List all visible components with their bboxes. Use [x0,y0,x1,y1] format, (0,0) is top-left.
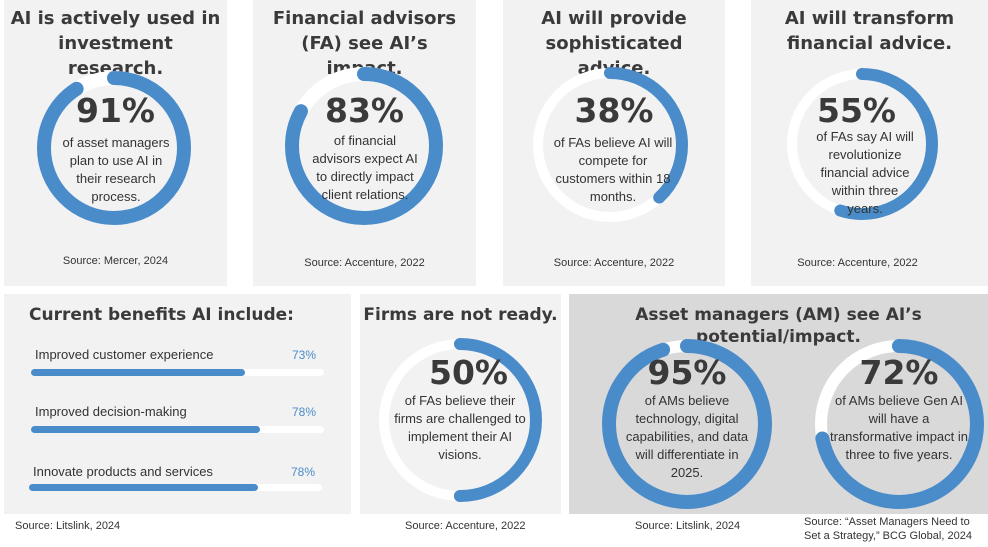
bar-track [31,426,324,433]
bar-fill [31,369,245,376]
donut-ring [786,68,938,220]
donut-value-arc [814,339,984,509]
donut-ring [532,67,688,223]
donut-value-label: 72% [859,353,939,392]
donut-value-arc [37,71,191,225]
card-firms-not-ready: Firms are not ready. 50% of FAs believe … [360,294,561,514]
card-financial-advisors: Financial advisors (FA) see AI’s impact.… [253,0,476,286]
donut-description: of FAs say AI will revolutionize financi… [816,129,914,216]
source-note: Source: Litslink, 2024 [15,520,121,532]
card-title: Current benefits AI include: [29,305,294,325]
card-title: Firms are not ready. [363,305,558,325]
donut-description: of financial advisors expect AI to direc… [312,133,418,202]
donut-description: of AMs believe Gen AI will have a transf… [830,393,968,462]
bar-value-label: 78% [292,405,317,419]
donut-value-arc [786,68,938,220]
donut-ring [285,67,443,225]
donut-value-label: 55% [817,91,896,130]
donut-ring [37,71,191,225]
bar-track [31,369,324,376]
source-note: Source: Litslink, 2024 [635,520,741,532]
bar-value-label: 78% [291,465,316,479]
bar-label: Innovate products and services [33,464,213,479]
donut-value-arc [602,339,772,509]
source-note: Source: Accenture, 2022 [304,257,425,269]
card-current-benefits: Current benefits AI include: [4,294,351,514]
card-investment-research: AI is actively used in investment resear… [4,0,227,286]
donut-value-label: 38% [574,91,654,130]
donut-value-arc [285,67,443,225]
source-note: Source: “Asset Managers Need to Set a St… [804,516,972,542]
card-transform-advice: AI will transform financial advice. 55% … [751,0,988,286]
bar-label: Improved decision-making [35,404,187,419]
card-title: AI is actively used in investment resear… [10,8,221,79]
donut-description: of FAs believe AI will compete for custo… [553,135,673,204]
donut-ring [602,339,772,509]
card-asset-managers: Asset managers (AM) see AI’s potential/i… [569,294,988,514]
donut-ring [378,338,542,502]
bar-track [29,484,322,491]
donut-value-label: 50% [429,353,508,392]
source-note: Source: Accenture, 2022 [553,257,675,269]
source-note: Source: Accenture, 2022 [797,257,918,269]
donut-value-label: 83% [325,91,404,130]
bar-fill [29,484,258,491]
donut-value-label: 95% [647,353,727,392]
donut-description: of AMs believe technology, digital capab… [625,393,749,480]
group-title: Asset managers (AM) see AI’s potential/i… [635,305,922,347]
donut-ring [814,339,984,509]
donut-value-arc [378,338,542,502]
donut-value-arc [532,67,688,223]
bar-label: Improved customer experience [35,347,214,362]
donut-description: of asset managers plan to use AI in thei… [62,135,170,204]
source-note: Source: Accenture, 2022 [405,520,526,532]
bar-value-label: 73% [292,348,317,362]
donut-description: of FAs believe their firms are challenge… [394,393,526,462]
donut-value-label: 91% [76,91,155,130]
source-note: Source: Mercer, 2024 [62,255,169,267]
bar-fill [31,426,260,433]
card-title: AI will transform financial advice. [784,8,955,54]
card-sophisticated-advice: AI will provide sophisticated advice. 38… [503,0,725,286]
